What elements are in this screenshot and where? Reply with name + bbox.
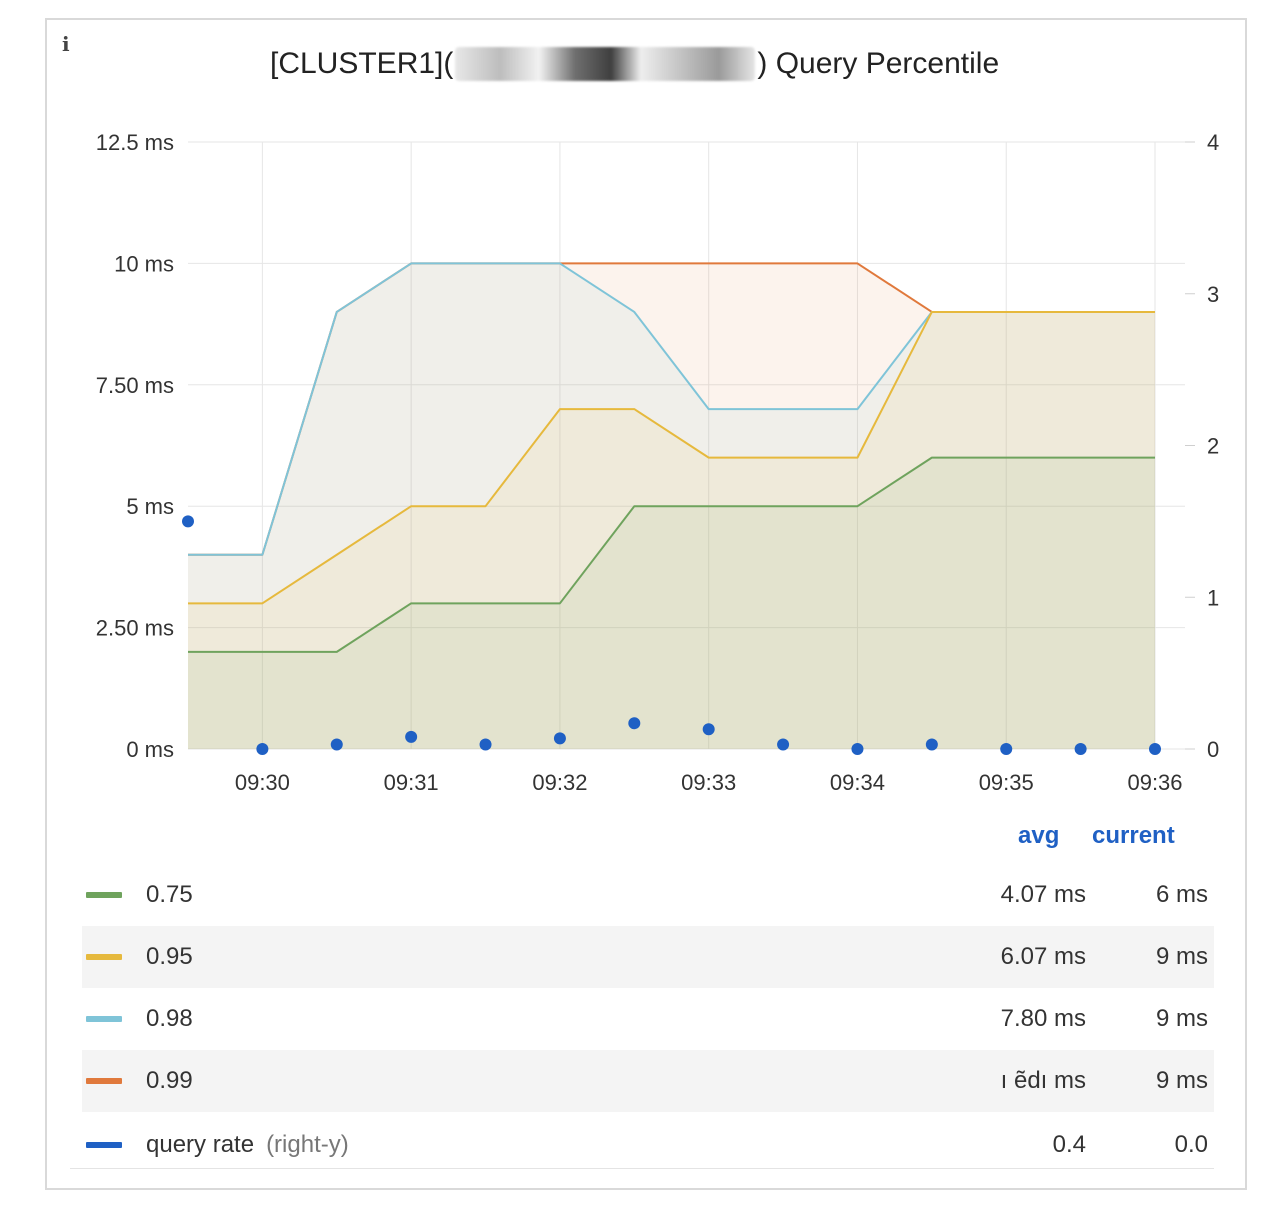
legend-row-099[interactable]: 0.99 ı ẽdı ms 9 ms (82, 1050, 1214, 1112)
series-name: 0.95 (146, 943, 193, 970)
query-rate-point (256, 743, 269, 755)
query-rate-point (702, 723, 715, 736)
series-swatch (86, 954, 122, 960)
series-avg: 4.07 ms (1000, 881, 1086, 908)
x-tick-label: 09:32 (532, 770, 587, 795)
y-left-tick-label: 7.50 ms (96, 373, 174, 398)
title-suffix: ) Query Percentile (757, 47, 1000, 80)
legend-divider (70, 1168, 1214, 1169)
query-rate-point (628, 717, 641, 730)
y-left-tick-label: 0 ms (126, 737, 174, 762)
x-axis: 09:30 09:31 09:32 09:33 09:34 09:35 09:36 (235, 770, 1183, 795)
y-right-tick-label: 3 (1207, 282, 1219, 307)
y-left-tick-label: 5 ms (126, 494, 174, 519)
x-tick-label: 09:36 (1127, 770, 1182, 795)
series-name: query rate (146, 1131, 255, 1158)
query-rate-point (330, 738, 343, 751)
x-tick-label: 09:33 (681, 770, 736, 795)
series-current: 6 ms (1155, 881, 1208, 908)
chart-area[interactable]: 0 ms 2.50 ms 5 ms 7.50 ms 10 ms 12.5 ms 0 1 2 3 4… (0, 0, 1280, 810)
series-avg: 0.4 (1052, 1131, 1086, 1158)
series-avg: ı ẽdı ms (1000, 1067, 1086, 1094)
series-line-0.95 (188, 310, 1155, 605)
redacted-cluster-name (455, 47, 756, 81)
query-rate-point (925, 738, 938, 751)
query-rate-points (182, 515, 1161, 755)
series-current: 9 ms (1155, 1067, 1208, 1094)
y-left-tick-label: 12.5 ms (96, 130, 174, 155)
series-swatch (86, 1016, 122, 1022)
x-tick-label: 09:31 (384, 770, 439, 795)
y-right-tick-label: 2 (1207, 434, 1219, 459)
right-y-axis: 0 1 2 3 4 (1207, 130, 1219, 762)
legend-row-075[interactable]: 0.75 4.07 ms 6 ms (82, 864, 1214, 926)
x-tick-label: 09:35 (979, 770, 1034, 795)
series-area-0.95 (188, 311, 1155, 749)
series-swatch (86, 1078, 122, 1084)
query-rate-point (405, 730, 418, 743)
legend-row-query-rate[interactable]: query rate (right-y) 0.4 0.0 (82, 1114, 1214, 1176)
y-right-tick-label: 4 (1207, 130, 1219, 155)
legend-avg-header[interactable]: avg (1018, 822, 1060, 849)
query-rate-point (182, 515, 194, 528)
y-right-tick-label: 1 (1207, 585, 1219, 610)
query-rate-point (777, 738, 790, 751)
series-avg: 7.80 ms (1000, 1005, 1086, 1032)
series-swatch (86, 892, 122, 898)
series-swatch (86, 1142, 122, 1148)
series-name: 0.75 (146, 881, 193, 908)
series-name: 0.99 (146, 1067, 193, 1094)
y-left-tick-label: 2.50 ms (96, 616, 174, 641)
y-left-tick-label: 10 ms (114, 251, 174, 276)
legend-row-095[interactable]: 0.95 6.07 ms 9 ms (82, 926, 1214, 988)
query-rate-point (479, 738, 492, 751)
series-current: 0.0 (1174, 1131, 1208, 1158)
series-lines (188, 262, 1155, 653)
query-rate-point (851, 743, 864, 755)
x-tick-label: 09:30 (235, 770, 290, 795)
legend-row-098[interactable]: 0.98 7.80 ms 9 ms (82, 988, 1214, 1050)
series-area-0.75 (188, 457, 1155, 749)
series-name: 0.98 (146, 1005, 193, 1032)
series-line-0.75 (188, 456, 1155, 653)
series-current: 9 ms (1155, 943, 1208, 970)
left-y-axis: 0 ms 2.50 ms 5 ms 7.50 ms 10 ms 12.5 ms (96, 130, 174, 762)
panel-title[interactable]: [CLUSTER1]( ) Query Percentile (270, 44, 999, 84)
info-icon[interactable]: i (62, 32, 70, 56)
query-rate-point (1000, 743, 1013, 755)
x-tick-label: 09:34 (830, 770, 885, 795)
title-prefix: [CLUSTER1]( (270, 47, 454, 80)
query-rate-point (1074, 743, 1087, 755)
query-rate-point (1149, 743, 1161, 755)
y-right-tick-label: 0 (1207, 737, 1219, 762)
series-suffix: (right-y) (266, 1131, 349, 1158)
series-avg: 6.07 ms (1000, 943, 1086, 970)
query-rate-point (553, 732, 566, 745)
series-current: 9 ms (1155, 1005, 1208, 1032)
legend-current-header[interactable]: current (1092, 822, 1175, 849)
